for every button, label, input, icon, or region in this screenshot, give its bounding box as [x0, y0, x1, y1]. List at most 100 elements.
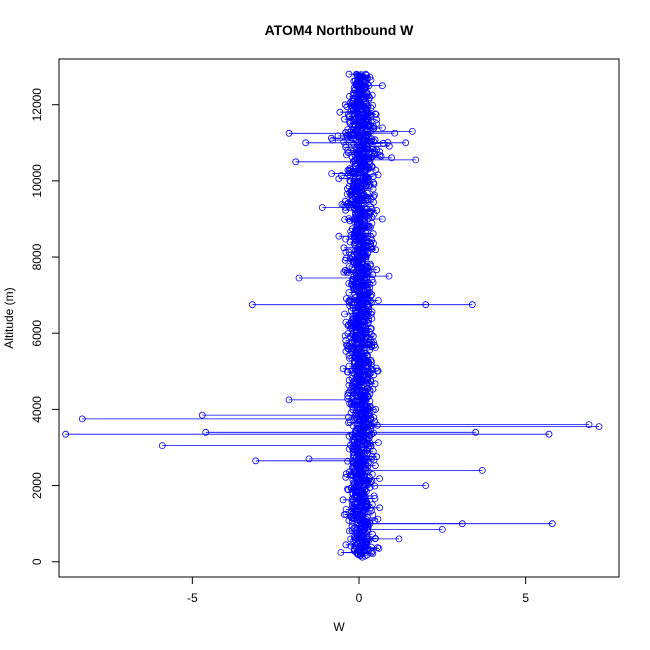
data-point	[352, 125, 360, 133]
data-point	[346, 254, 354, 262]
data-point	[344, 126, 352, 133]
data-point	[352, 344, 359, 352]
data-point	[340, 268, 348, 276]
data-point	[158, 442, 166, 450]
data-point	[357, 145, 365, 153]
data-point	[373, 266, 381, 274]
data-point	[585, 421, 593, 429]
data-point	[366, 288, 374, 296]
data-point	[438, 526, 446, 533]
data-point	[379, 139, 387, 147]
data-point	[342, 336, 350, 344]
data-point	[366, 439, 374, 447]
data-point	[305, 455, 313, 463]
data-point	[348, 522, 356, 530]
data-point	[345, 112, 353, 120]
data-point	[367, 325, 375, 333]
data-point	[352, 324, 360, 332]
data-point	[344, 485, 351, 493]
data-point	[343, 341, 350, 349]
data-point	[361, 83, 369, 90]
data-point	[349, 94, 357, 102]
data-point	[402, 139, 410, 147]
data-point	[347, 542, 355, 550]
data-point	[364, 92, 372, 100]
data-point	[367, 244, 375, 251]
data-point	[362, 109, 370, 117]
data-point	[346, 296, 354, 304]
data-point	[370, 414, 378, 421]
data-point	[365, 367, 373, 375]
data-point	[353, 71, 361, 79]
data-point	[369, 102, 377, 109]
data-point	[363, 282, 371, 290]
data-layer	[62, 70, 603, 561]
data-point	[352, 488, 360, 496]
data-point	[368, 135, 376, 143]
y-axis-label: Altitude (m)	[2, 287, 16, 348]
data-point	[367, 240, 375, 248]
data-point	[361, 487, 369, 494]
data-point	[362, 503, 370, 511]
data-point	[341, 310, 349, 318]
data-point	[62, 430, 70, 438]
chart-title: ATOM4 Northbound W	[265, 22, 415, 38]
data-point	[346, 177, 354, 185]
data-point	[373, 207, 381, 214]
y-tick-label: 6000	[30, 320, 44, 347]
data-point	[373, 453, 381, 461]
data-point	[378, 215, 386, 223]
data-point	[343, 268, 351, 276]
data-point	[346, 165, 354, 173]
data-point	[344, 330, 352, 338]
data-point	[368, 91, 376, 99]
data-point	[375, 545, 383, 552]
data-point	[349, 463, 356, 471]
data-point	[347, 177, 355, 185]
data-point	[422, 482, 430, 490]
data-point	[343, 103, 351, 111]
data-point	[342, 541, 350, 549]
data-point	[328, 170, 336, 178]
data-point	[348, 195, 356, 203]
x-axis: -5 0 5	[187, 576, 529, 605]
data-point	[362, 70, 370, 78]
data-point	[343, 133, 351, 141]
data-point	[395, 535, 403, 543]
data-point	[347, 535, 355, 543]
data-point	[372, 364, 380, 372]
data-point	[366, 280, 374, 288]
data-point	[376, 504, 384, 512]
data-point	[373, 120, 380, 128]
data-point	[353, 315, 361, 323]
data-point	[350, 140, 358, 148]
data-point	[367, 478, 375, 486]
data-point	[376, 151, 383, 159]
data-point	[285, 129, 293, 137]
data-point	[355, 101, 363, 109]
data-point	[354, 179, 362, 187]
data-point	[363, 516, 371, 524]
data-point	[362, 251, 370, 259]
data-point	[369, 230, 377, 238]
data-point	[348, 316, 356, 324]
data-point	[363, 385, 371, 393]
data-point	[374, 439, 382, 447]
data-point	[342, 235, 350, 243]
data-point	[345, 343, 352, 350]
data-point	[338, 172, 345, 179]
data-point	[344, 392, 352, 400]
data-point	[202, 428, 210, 436]
data-point	[342, 295, 350, 303]
data-point	[302, 139, 310, 147]
data-point	[345, 70, 353, 78]
data-point	[348, 498, 356, 506]
x-tick-label: 5	[522, 591, 529, 605]
data-point	[359, 149, 366, 157]
data-point	[358, 516, 366, 523]
data-point	[367, 543, 375, 551]
data-point	[341, 216, 349, 223]
data-point	[350, 273, 358, 281]
data-point	[342, 510, 350, 518]
